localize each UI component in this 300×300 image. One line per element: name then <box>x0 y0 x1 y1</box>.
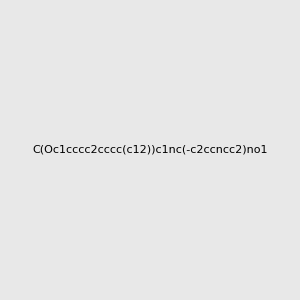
Text: C(Oc1cccc2cccc(c12))c1nc(-c2ccncc2)no1: C(Oc1cccc2cccc(c12))c1nc(-c2ccncc2)no1 <box>32 145 268 155</box>
